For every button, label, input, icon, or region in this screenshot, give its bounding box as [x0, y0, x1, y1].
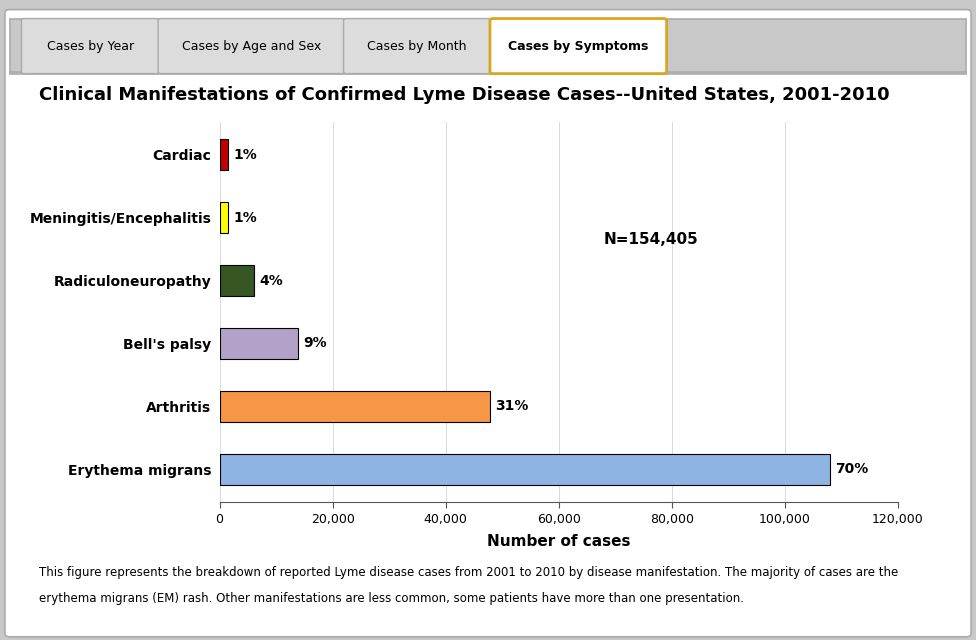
Bar [220, 454, 830, 485]
Text: 1%: 1% [233, 211, 257, 225]
FancyBboxPatch shape [5, 10, 971, 637]
Bar [220, 390, 490, 422]
Text: Clinical Manifestations of Confirmed Lyme Disease Cases--United States, 2001-201: Clinical Manifestations of Confirmed Lym… [39, 86, 890, 104]
FancyBboxPatch shape [158, 19, 345, 74]
Bar [220, 265, 255, 296]
Text: erythema migrans (EM) rash. Other manifestations are less common, some patients : erythema migrans (EM) rash. Other manife… [39, 592, 744, 605]
Text: 4%: 4% [260, 273, 283, 287]
Text: Cases by Symptoms: Cases by Symptoms [508, 40, 648, 52]
Bar [10, 19, 966, 74]
Text: 1%: 1% [233, 148, 257, 162]
Bar [220, 139, 228, 170]
Text: 9%: 9% [304, 337, 327, 351]
Bar [220, 328, 298, 359]
Text: This figure represents the breakdown of reported Lyme disease cases from 2001 to: This figure represents the breakdown of … [39, 566, 898, 579]
Text: Cases by Month: Cases by Month [368, 40, 467, 52]
FancyBboxPatch shape [21, 19, 159, 74]
Text: 31%: 31% [495, 399, 528, 413]
Text: N=154,405: N=154,405 [604, 232, 699, 247]
Text: 70%: 70% [834, 462, 868, 476]
Text: Cases by Age and Sex: Cases by Age and Sex [182, 40, 321, 52]
Text: Cases by Year: Cases by Year [47, 40, 134, 52]
X-axis label: Number of cases: Number of cases [487, 534, 630, 549]
Bar [220, 202, 228, 234]
FancyBboxPatch shape [344, 19, 491, 74]
FancyBboxPatch shape [490, 19, 667, 74]
